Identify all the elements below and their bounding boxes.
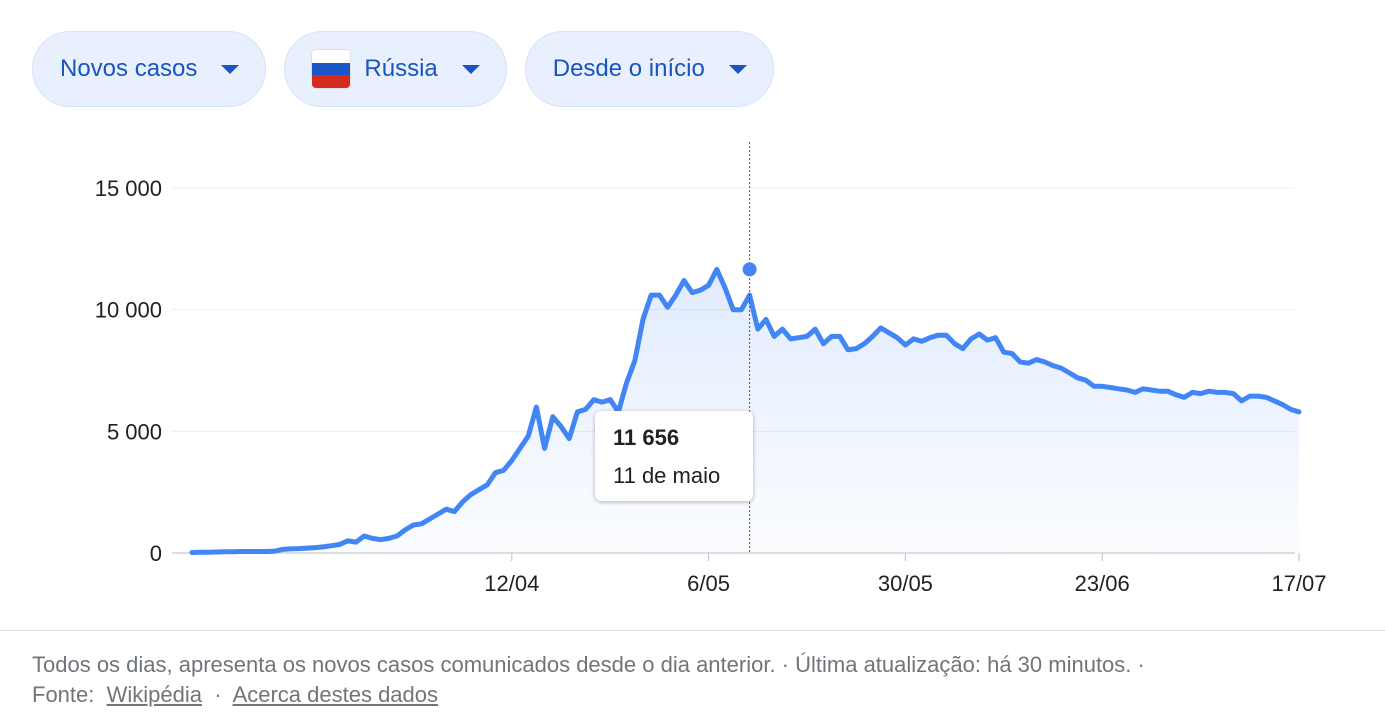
- x-tick-label: 6/05: [687, 571, 730, 596]
- caret-down-icon: [728, 64, 747, 74]
- x-tick-label: 30/05: [878, 571, 933, 596]
- x-tick-label: 23/06: [1075, 571, 1130, 596]
- footer-note: Todos os dias, apresenta os novos casos …: [32, 652, 1145, 677]
- about-data-link[interactable]: Acerca destes dados: [232, 682, 439, 707]
- caret-down-icon: [221, 64, 240, 74]
- y-tick-label: 0: [150, 541, 162, 566]
- hover-point: [742, 262, 757, 277]
- caret-down-icon: [461, 64, 480, 74]
- period-dropdown-label: Desde o início: [552, 55, 705, 82]
- y-tick-label: 15 000: [95, 176, 162, 201]
- tooltip: 11 656 11 de maio: [595, 411, 753, 501]
- wikipedia-link[interactable]: Wikipédia: [106, 682, 202, 707]
- tooltip-value: 11 656: [613, 425, 680, 450]
- source-label: Fonte:: [32, 682, 95, 707]
- x-tick-label: 17/07: [1271, 571, 1326, 596]
- tooltip-date: 11 de maio: [613, 463, 721, 488]
- x-tick-label: 12/04: [484, 571, 539, 596]
- divider: [0, 630, 1385, 631]
- new-cases-chart[interactable]: 0 5 000 10 000 15 000 12/04 6/05 30/05 23/06 17…: [0, 130, 1385, 610]
- footer: Todos os dias, apresenta os novos casos …: [32, 650, 1362, 710]
- footer-separator: ·: [214, 682, 222, 707]
- country-dropdown-label: Rússia: [364, 55, 438, 82]
- period-dropdown[interactable]: Desde o início: [524, 31, 774, 107]
- y-tick-label: 5 000: [107, 419, 162, 444]
- metric-dropdown[interactable]: Novos casos: [32, 31, 267, 107]
- country-dropdown[interactable]: Rússia: [284, 31, 507, 107]
- y-tick-label: 10 000: [95, 298, 162, 323]
- russia-flag-icon: [312, 50, 351, 88]
- filter-bar: Novos casos Rússia Desde o início: [32, 31, 774, 107]
- cases-line: [189, 266, 1302, 555]
- metric-dropdown-label: Novos casos: [60, 55, 198, 82]
